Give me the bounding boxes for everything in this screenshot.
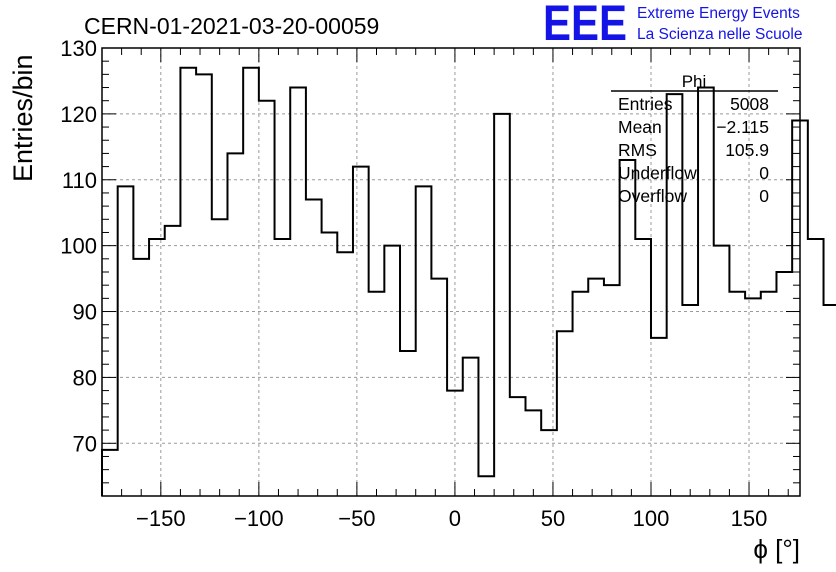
eee-logo: EEE — [543, 0, 627, 51]
y-axis-title: Entries/bin — [8, 54, 38, 182]
x-axis-title: ϕ [°] — [753, 534, 800, 564]
histogram-line — [101, 66, 836, 496]
y-tick-label: 120 — [60, 102, 97, 127]
stats-label: Underflow — [618, 163, 697, 183]
x-tick-label: −50 — [338, 506, 375, 531]
axis-ticks — [101, 47, 800, 497]
x-tick-label: 150 — [731, 506, 768, 531]
y-tick-label: 80 — [73, 365, 97, 390]
project-subtitle: La Scienza nelle Scuole — [637, 26, 802, 43]
stats-label: Overflow — [618, 186, 687, 206]
stats-value: −2.115 — [716, 117, 769, 137]
grid-lines — [102, 47, 800, 496]
tick-labels: −150 −100 −50 0 50 100 150 70 80 90 100 110 120 130 — [60, 36, 767, 531]
x-tick-label: 100 — [633, 506, 670, 531]
run-title: CERN-01-2021-03-20-00059 — [84, 13, 379, 39]
stats-value: 105.9 — [725, 140, 769, 160]
stats-value: 5008 — [730, 94, 769, 114]
x-tick-label: 50 — [541, 506, 565, 531]
plot-frame — [101, 47, 801, 497]
stats-label: RMS — [618, 140, 657, 160]
x-tick-label: −150 — [136, 506, 186, 531]
stats-label: Mean — [618, 117, 662, 137]
x-tick-label: −100 — [234, 506, 284, 531]
stats-title: Phi — [682, 72, 707, 91]
y-tick-label: 130 — [60, 36, 97, 61]
stats-value: 0 — [759, 163, 769, 183]
y-tick-label: 110 — [62, 168, 97, 193]
y-tick-label: 90 — [73, 300, 97, 325]
project-name: Extreme Energy Events — [637, 5, 800, 22]
stats-value: 0 — [759, 186, 769, 206]
x-tick-label: 0 — [449, 506, 461, 531]
y-tick-label: 70 — [73, 431, 97, 456]
stats-box: Phi Entries 5008 Mean −2.115 RMS 105.9 Underfl… — [611, 72, 778, 206]
stats-label: Entries — [618, 94, 673, 114]
y-tick-label: 100 — [60, 234, 97, 259]
stats-rows: Entries 5008 Mean −2.115 RMS 105.9 Underflow 0 O… — [618, 94, 769, 206]
